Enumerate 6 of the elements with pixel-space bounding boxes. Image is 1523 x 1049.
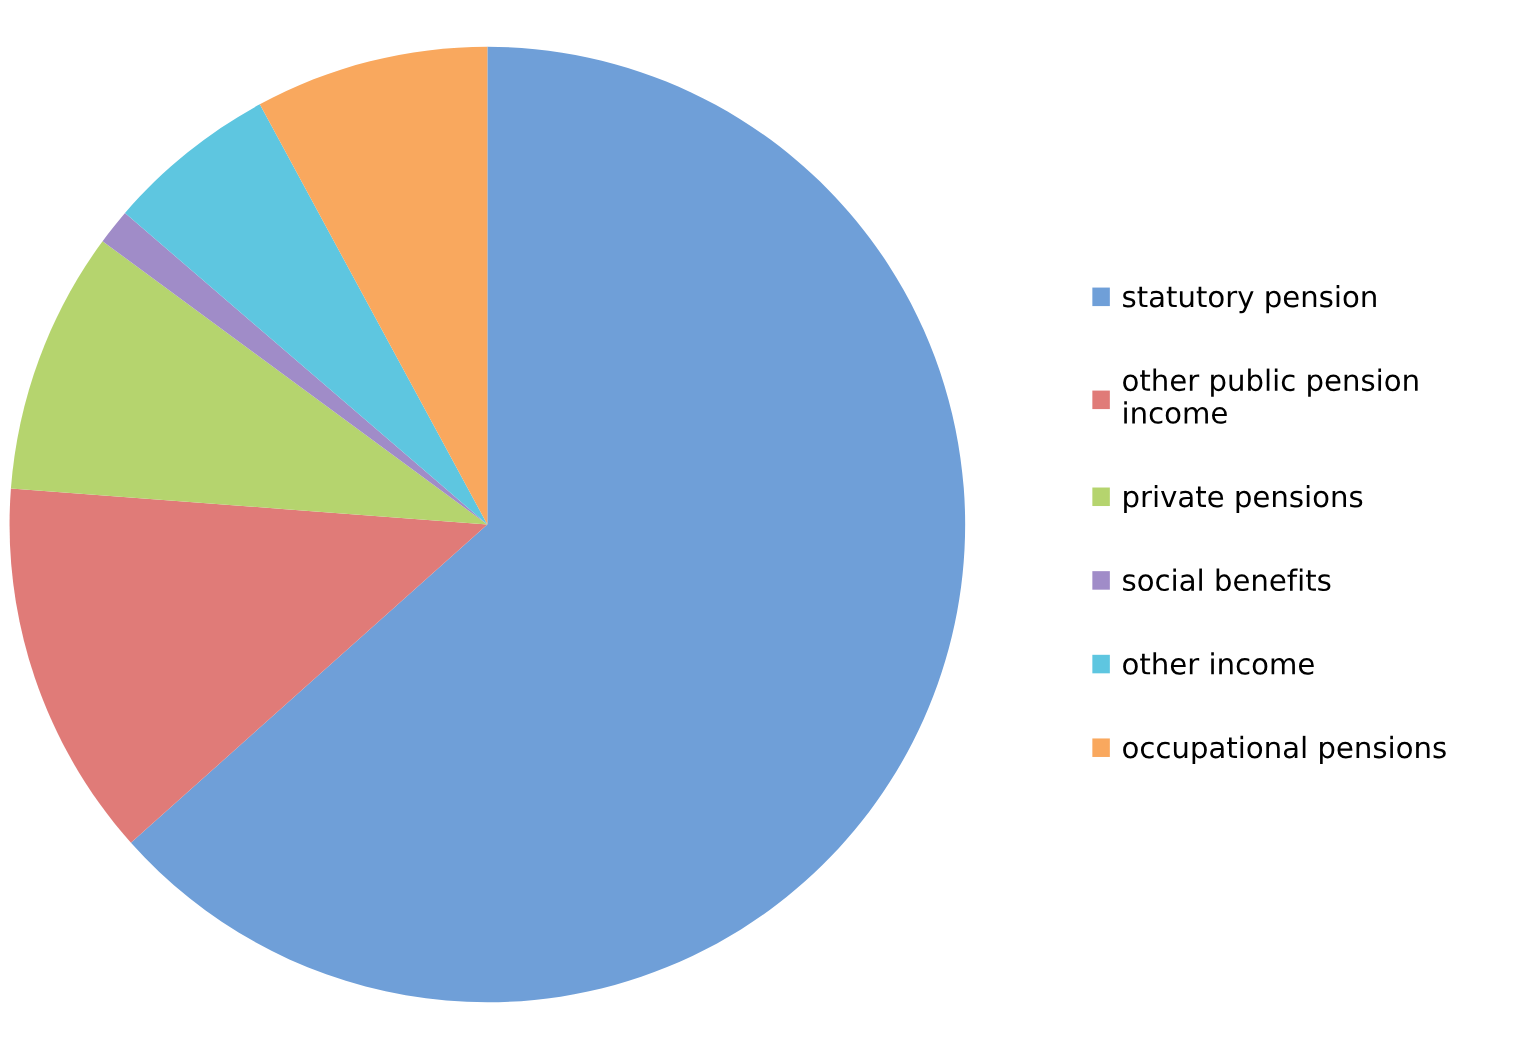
legend-label: social benefits (1123, 568, 1331, 592)
legend-label: statutory pension (1123, 284, 1376, 314)
legend-label: other income (1123, 652, 1314, 675)
legend-label: occupational pensions (1123, 735, 1446, 765)
legend-label: private pensions (1124, 484, 1363, 514)
legend-label: other public pension income (1123, 368, 1418, 424)
